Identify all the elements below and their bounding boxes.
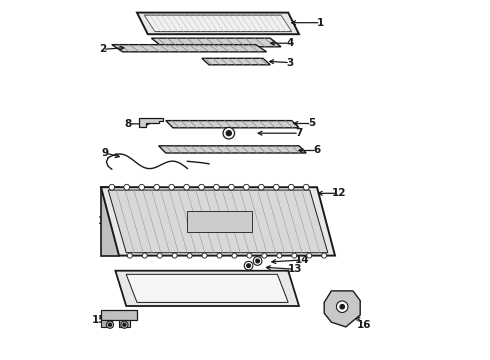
Polygon shape [324, 291, 360, 327]
Text: 4: 4 [286, 38, 294, 48]
Text: 10: 10 [147, 273, 162, 283]
Circle shape [109, 323, 111, 326]
Text: 2: 2 [99, 44, 106, 54]
Text: 9: 9 [102, 148, 109, 158]
Text: 13: 13 [288, 264, 302, 274]
Polygon shape [187, 211, 252, 232]
Polygon shape [101, 310, 137, 320]
Circle shape [223, 127, 235, 139]
Polygon shape [101, 187, 119, 256]
Polygon shape [112, 45, 267, 52]
Circle shape [226, 131, 231, 136]
Circle shape [109, 184, 115, 190]
Polygon shape [119, 320, 130, 327]
Polygon shape [116, 271, 299, 306]
Text: 14: 14 [295, 255, 310, 265]
Circle shape [124, 184, 130, 190]
Circle shape [277, 253, 282, 258]
Text: 16: 16 [357, 320, 371, 330]
Polygon shape [108, 190, 328, 253]
Polygon shape [166, 121, 299, 128]
Text: 11: 11 [98, 216, 113, 226]
Circle shape [337, 301, 348, 312]
Circle shape [292, 253, 297, 258]
Circle shape [303, 184, 309, 190]
Circle shape [258, 184, 264, 190]
Polygon shape [151, 38, 281, 47]
Circle shape [245, 261, 253, 270]
Polygon shape [101, 187, 335, 256]
Circle shape [184, 184, 190, 190]
Circle shape [289, 184, 294, 190]
Polygon shape [126, 274, 288, 302]
Circle shape [187, 253, 192, 258]
Circle shape [307, 253, 312, 258]
Text: 3: 3 [286, 58, 294, 68]
Text: 6: 6 [314, 145, 320, 156]
Circle shape [273, 184, 279, 190]
Circle shape [321, 253, 327, 258]
Circle shape [340, 305, 344, 309]
Circle shape [262, 253, 267, 258]
Circle shape [256, 259, 259, 263]
Circle shape [172, 253, 177, 258]
Circle shape [232, 253, 237, 258]
Polygon shape [144, 15, 292, 32]
Circle shape [169, 184, 174, 190]
Text: 1: 1 [317, 18, 324, 28]
Circle shape [247, 264, 250, 267]
Polygon shape [159, 146, 306, 153]
Circle shape [106, 321, 114, 328]
Circle shape [253, 257, 262, 265]
Circle shape [123, 323, 126, 326]
Circle shape [142, 253, 147, 258]
Circle shape [127, 253, 132, 258]
Polygon shape [202, 58, 270, 65]
Circle shape [121, 321, 128, 328]
Polygon shape [101, 320, 112, 327]
Circle shape [154, 184, 160, 190]
Circle shape [247, 253, 252, 258]
Circle shape [217, 253, 222, 258]
Text: 7: 7 [295, 128, 303, 138]
Circle shape [214, 184, 220, 190]
Text: 15: 15 [92, 315, 106, 325]
Polygon shape [139, 118, 163, 127]
Text: 12: 12 [331, 188, 346, 198]
Polygon shape [137, 13, 299, 34]
Circle shape [244, 184, 249, 190]
Circle shape [202, 253, 207, 258]
Circle shape [228, 184, 234, 190]
Text: 8: 8 [124, 119, 132, 129]
Circle shape [157, 253, 162, 258]
Circle shape [198, 184, 204, 190]
Text: 5: 5 [308, 118, 315, 129]
Circle shape [139, 184, 145, 190]
